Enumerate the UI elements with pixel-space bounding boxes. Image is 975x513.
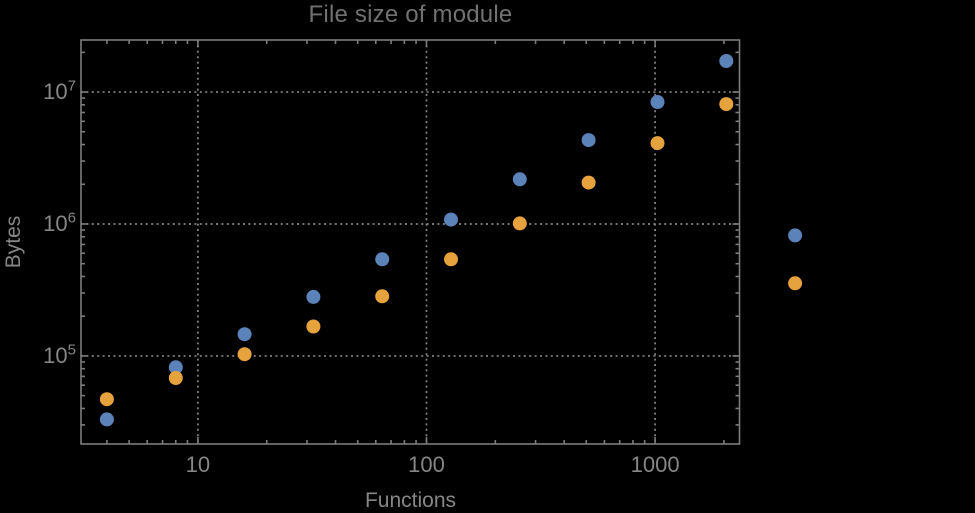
data-point-blue-series — [168, 360, 183, 375]
data-point-blue-series — [375, 252, 390, 267]
data-point-blue-series — [788, 228, 803, 243]
data-point-blue-series — [237, 327, 252, 342]
data-point-orange-series — [788, 276, 803, 291]
data-point-orange-series — [650, 136, 665, 151]
data-point-blue-series — [444, 212, 458, 227]
x-axis-label: Functions — [364, 489, 457, 512]
plot-frame — [80, 39, 741, 445]
data-point-blue-series — [99, 412, 114, 427]
data-point-orange-series — [168, 371, 183, 385]
chart-title: File size of module — [308, 1, 513, 28]
data-point-orange-series — [512, 216, 527, 231]
data-point-blue-series — [306, 289, 321, 304]
data-point-blue-series — [512, 172, 527, 187]
data-point-blue-series — [581, 133, 596, 148]
data-point-orange-series — [237, 347, 252, 362]
data-point-blue-series — [650, 95, 665, 109]
x-tick-label: 100 — [408, 452, 445, 477]
y-tick-label: 107 — [43, 77, 76, 105]
y-tick-label: 105 — [43, 341, 76, 368]
x-tick-label: 10 — [185, 452, 211, 477]
data-point-orange-series — [375, 289, 390, 304]
y-tick-label: 106 — [43, 209, 76, 236]
data-point-orange-series — [306, 319, 321, 334]
y-axis-label: Bytes — [2, 215, 25, 269]
x-tick-label: 1000 — [630, 452, 680, 477]
data-point-orange-series — [99, 392, 114, 407]
data-point-blue-series — [719, 54, 734, 68]
data-point-orange-series — [719, 97, 734, 112]
data-point-orange-series — [581, 175, 596, 190]
data-point-orange-series — [444, 252, 458, 267]
